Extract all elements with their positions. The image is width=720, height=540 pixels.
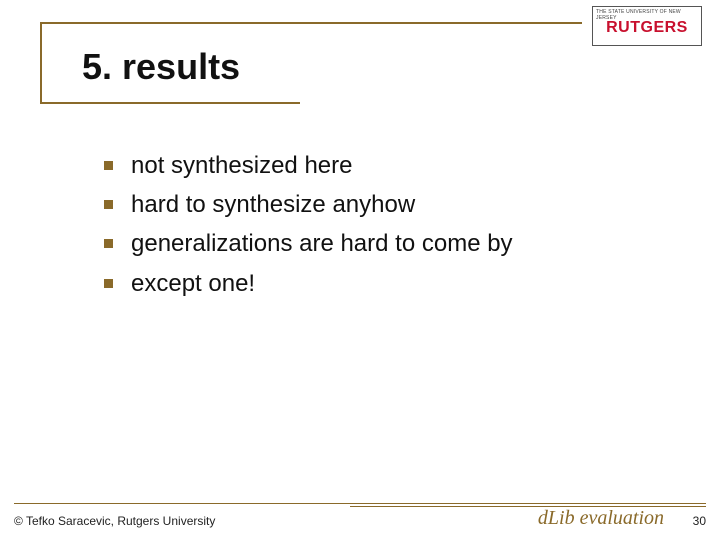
bottom-rule [14,503,706,504]
bullet-icon [104,239,113,248]
title-frame-left [40,22,42,104]
title-wrap: 5. results [82,46,240,88]
page-number: 30 [693,514,706,528]
copyright-text: © Tefko Saracevic, Rutgers University [14,514,215,528]
tagline-text: dLib evaluation [538,507,664,530]
list-item: generalizations are hard to come by [104,228,680,259]
bullet-text: except one! [131,268,255,299]
bullet-text: generalizations are hard to come by [131,228,513,259]
bullet-text: not synthesized here [131,150,352,181]
slide-title: 5. results [82,46,240,88]
bullet-text: hard to synthesize anyhow [131,189,415,220]
bullet-icon [104,279,113,288]
bullet-icon [104,200,113,209]
top-rule [40,22,582,24]
list-item: not synthesized here [104,150,680,181]
logo-small-label: THE STATE UNIVERSITY OF NEW JERSEY [596,9,701,21]
logo-text: RUTGERS [606,19,688,37]
bullet-list: not synthesized here hard to synthesize … [104,150,680,307]
list-item: hard to synthesize anyhow [104,189,680,220]
title-underline [40,102,300,104]
rutgers-logo: THE STATE UNIVERSITY OF NEW JERSEY RUTGE… [592,6,702,46]
bullet-icon [104,161,113,170]
list-item: except one! [104,268,680,299]
